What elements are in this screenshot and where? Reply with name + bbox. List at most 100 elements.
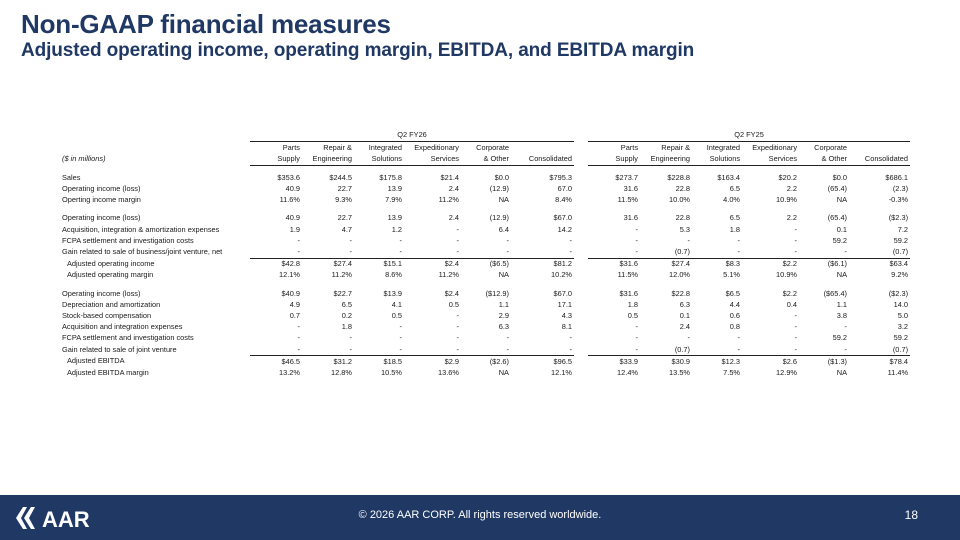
cell-value: -	[506, 235, 509, 245]
col-header: Solutions	[692, 153, 743, 166]
cell-value: $12.3	[692, 355, 743, 368]
cell-value: 8.4%	[555, 195, 573, 205]
cell-value: $33.9	[588, 355, 641, 368]
cell-value: -	[635, 247, 639, 257]
cell-value: -	[506, 333, 509, 343]
cell-value: 9.3%	[335, 195, 352, 205]
cell-value: 0.1	[679, 310, 691, 320]
cell-value: $31.2	[302, 355, 354, 368]
cell-value: 0.5	[391, 310, 402, 320]
cell-value: 0.7	[289, 310, 300, 320]
cell-value: $67.0	[553, 288, 573, 298]
cell-value: $46.5	[250, 355, 302, 368]
col-header: Consolidated	[511, 153, 575, 166]
cell-value: -	[687, 333, 691, 343]
cell-value: $273.7	[615, 172, 639, 182]
cell-value: $2.6	[742, 355, 800, 368]
cell-value: 5.1%	[723, 270, 741, 280]
table-row: Acquisition, integration & amortization …	[60, 224, 910, 235]
cell-value: 10.9%	[776, 270, 798, 280]
cell-value: 22.8	[675, 213, 691, 223]
cell-value: 13.2%	[279, 367, 300, 377]
cell-value: ($1.3)	[799, 355, 850, 368]
cell-value: 2.4	[679, 322, 691, 332]
cell-value: 8.1	[561, 322, 573, 332]
cell-value: $795.3	[549, 172, 573, 182]
table-row: Depreciation and amortization 4.9 6.5 4.1 0.…	[60, 299, 910, 310]
cell-value: 1.9	[289, 224, 300, 234]
cell-value: $0.0	[494, 172, 509, 182]
col-header: Integrated	[368, 142, 402, 152]
cell-value: -	[297, 322, 300, 332]
cell-value: 1.8	[729, 224, 741, 234]
cell-value: -	[794, 235, 798, 245]
cell-value: -	[794, 344, 798, 354]
cell-value: -	[399, 344, 402, 354]
cell-value: -	[635, 224, 639, 234]
cell-value: 2.9	[498, 310, 509, 320]
cell-value: $31.6	[619, 288, 639, 298]
cell-value: ($2.6)	[461, 355, 511, 368]
cell-value: -	[456, 344, 459, 354]
cell-value: (0.7)	[674, 247, 691, 257]
cell-value: -	[399, 247, 402, 257]
row-label: Adjusted operating income	[67, 258, 155, 268]
cell-value: 6.5	[341, 299, 352, 309]
cell-value: 59.2	[893, 235, 909, 245]
col-header: Expeditionary	[752, 142, 798, 152]
cell-value: ($65.4)	[823, 288, 848, 298]
cell-value: 10.5%	[381, 367, 402, 377]
cell-value: $67.0	[553, 213, 573, 223]
cell-value: -	[569, 247, 573, 257]
col-header	[849, 142, 910, 154]
col-header: Corporate	[476, 142, 509, 152]
cell-value: $228.8	[667, 172, 691, 182]
cell-value: 59.2	[832, 235, 848, 245]
cell-value: $96.5	[511, 355, 575, 368]
table-row: Operating income (loss) $40.9 $22.7 $13.9 $2…	[60, 288, 910, 299]
table-row: Stock-based compensation 0.7 0.2 0.5 - 2.9 4.3…	[60, 311, 910, 322]
row-label: Acquisition and integration expenses	[62, 322, 183, 332]
cell-value: 7.5%	[723, 367, 741, 377]
cell-value: 6.5	[729, 184, 741, 194]
cell-value: 4.1	[391, 299, 402, 309]
cell-value: 10.2%	[551, 270, 573, 280]
cell-value: 0.1	[836, 224, 848, 234]
cell-value: -	[687, 235, 691, 245]
page-title: Non-GAAP financial measures	[21, 9, 391, 39]
cell-value: (0.7)	[892, 344, 909, 354]
cell-value: -	[456, 224, 459, 234]
cell-value: -	[569, 344, 573, 354]
column-header-row-1: Parts Repair & Integrated Expeditionary …	[60, 142, 910, 154]
table-row: Adjusted operating margin 12.1% 11.2% 8.6% 1…	[60, 270, 910, 281]
cell-value: NA	[836, 195, 848, 205]
cell-value: 1.1	[836, 299, 848, 309]
cell-value: 4.7	[341, 224, 352, 234]
cell-value: $2.4	[404, 257, 461, 271]
cell-value: -	[794, 322, 798, 332]
cell-value: $2.9	[404, 355, 461, 368]
cell-value: -	[506, 344, 509, 354]
row-label: Depreciation and amortization	[62, 299, 161, 309]
cell-value: -	[297, 333, 300, 343]
cell-value: -	[456, 235, 459, 245]
cell-value: $63.4	[849, 257, 911, 271]
table-row: Operating income (loss) 40.9 22.7 13.9 2.4 (1…	[60, 213, 910, 224]
cell-value: -	[349, 333, 352, 343]
cell-value: -	[844, 344, 848, 354]
cell-value: NA	[498, 367, 509, 377]
spacer-row	[60, 281, 910, 288]
cell-value: -	[737, 247, 741, 257]
cell-value: 5.0	[897, 310, 909, 320]
table-row: Sales $353.6 $244.5 $175.8 $21.4 $0.0 $795.3 $2…	[60, 173, 910, 184]
cell-value: -	[635, 322, 639, 332]
cell-value: -	[794, 224, 798, 234]
cell-value: 0.8	[729, 322, 741, 332]
cell-value: 2.4	[448, 184, 459, 194]
cell-value: 12.0%	[669, 270, 691, 280]
cell-value: -	[737, 344, 741, 354]
cell-value: 5.3	[679, 224, 691, 234]
cell-value: 11.4%	[887, 367, 909, 377]
cell-value: ($2.3)	[888, 288, 909, 298]
cell-value: 0.6	[729, 310, 741, 320]
